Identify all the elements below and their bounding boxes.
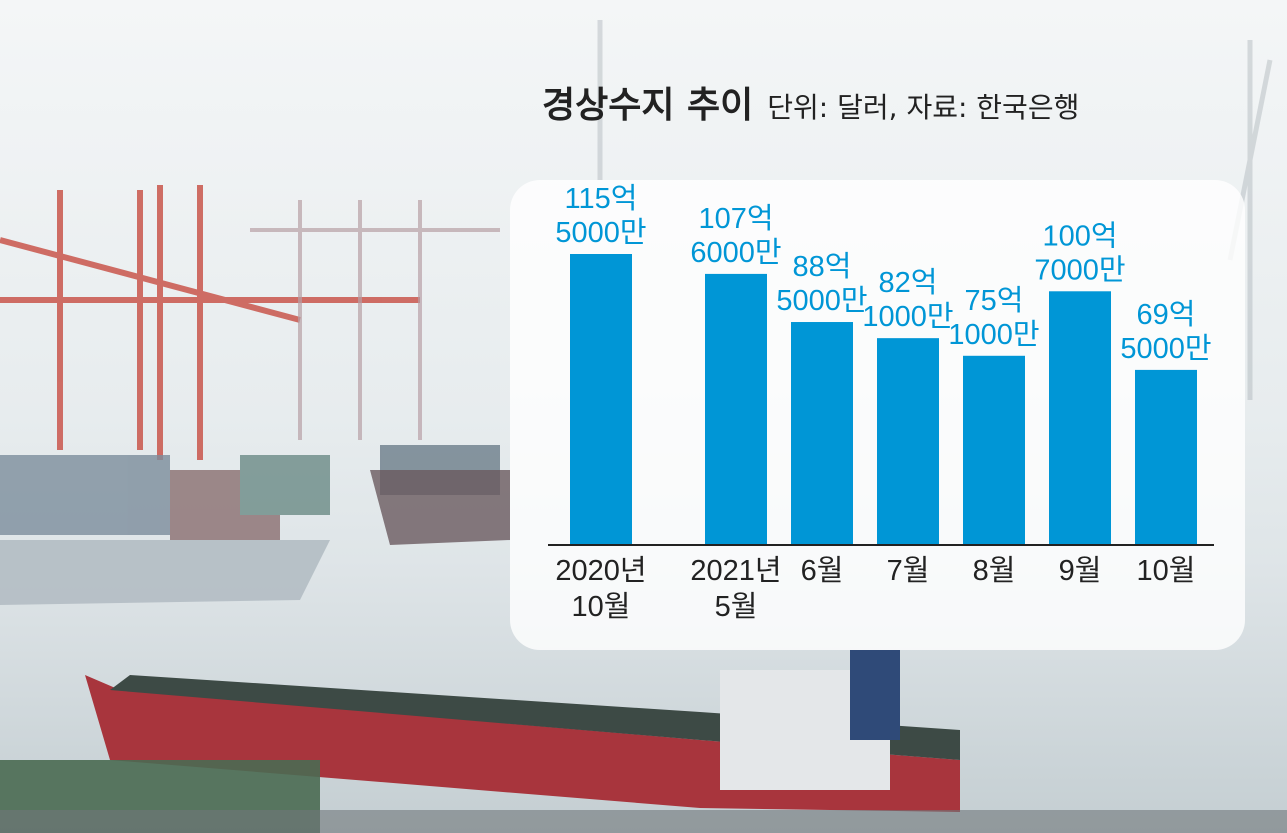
category-label-3-0: 7월: [887, 554, 930, 587]
category-label-1-1: 5월: [715, 590, 758, 623]
category-label-0-1: 10월: [572, 590, 631, 623]
value-label-2-0: 88억: [793, 251, 852, 283]
bar-2: [791, 322, 853, 545]
category-label-4-0: 8월: [973, 554, 1016, 587]
bar-3: [877, 338, 939, 545]
value-label-0-1: 5000만: [555, 217, 646, 249]
value-label-5-0: 100억: [1042, 220, 1117, 252]
bar-1: [705, 273, 767, 545]
category-label-6-0: 10월: [1137, 554, 1196, 587]
value-label-4-0: 75억: [965, 285, 1024, 317]
chart-title: 경상수지 추이: [542, 85, 754, 126]
value-label-2-1: 5000만: [776, 285, 867, 317]
category-label-5-0: 9월: [1059, 554, 1102, 587]
value-label-3-0: 82억: [879, 267, 938, 299]
bar-5: [1049, 291, 1111, 545]
value-label-0-0: 115억: [565, 183, 638, 215]
value-label-1-1: 6000만: [690, 237, 781, 269]
bar-4: [963, 355, 1025, 545]
value-label-3-1: 1000만: [862, 301, 953, 333]
category-label-0-0: 2020년: [555, 555, 646, 587]
value-label-6-1: 5000만: [1120, 333, 1211, 365]
title-row: 경상수지 추이 단위: 달러, 자료: 한국은행: [542, 76, 1079, 128]
value-label-6-0: 69억: [1137, 299, 1196, 331]
category-label-1-0: 2021년: [690, 555, 781, 587]
value-label-1-0: 107억: [698, 203, 773, 235]
value-label-5-1: 7000만: [1034, 254, 1125, 286]
value-label-4-1: 1000만: [948, 319, 1039, 351]
chart-subtitle: 단위: 달러, 자료: 한국은행: [767, 91, 1080, 124]
bar-6: [1135, 369, 1197, 545]
bar-0: [570, 254, 632, 545]
category-label-2-0: 6월: [801, 554, 844, 587]
